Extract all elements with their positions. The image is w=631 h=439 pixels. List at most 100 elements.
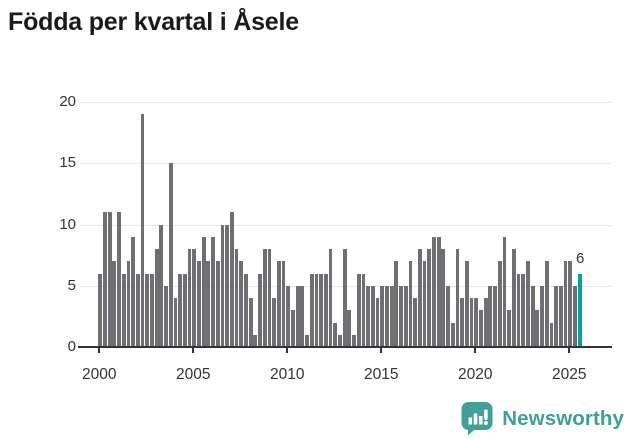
x-axis-label-2010: 2010 bbox=[270, 366, 305, 383]
bar bbox=[399, 285, 403, 347]
bar bbox=[159, 224, 164, 347]
bar bbox=[258, 273, 262, 347]
gridline-20 bbox=[80, 102, 612, 103]
bar bbox=[408, 261, 413, 347]
bar bbox=[126, 261, 131, 347]
bar bbox=[145, 273, 150, 347]
bar bbox=[276, 261, 281, 347]
bar bbox=[239, 261, 244, 347]
bar bbox=[526, 261, 530, 347]
bar bbox=[361, 273, 366, 347]
bar bbox=[497, 261, 502, 347]
bar bbox=[305, 334, 309, 347]
bar bbox=[403, 285, 408, 347]
bar bbox=[375, 298, 380, 347]
bar bbox=[469, 298, 474, 347]
bar bbox=[164, 285, 168, 347]
bar bbox=[563, 261, 568, 347]
bar-highlight-latest bbox=[577, 273, 582, 347]
bar bbox=[427, 249, 432, 347]
y-axis-label-0: 0 bbox=[67, 338, 76, 355]
plot-area bbox=[80, 102, 612, 347]
bar bbox=[450, 322, 455, 347]
bar bbox=[295, 285, 300, 347]
bar bbox=[342, 249, 347, 347]
bar bbox=[385, 285, 389, 347]
bar bbox=[319, 273, 324, 347]
bar bbox=[516, 273, 521, 347]
bar bbox=[244, 273, 248, 347]
bar bbox=[352, 334, 356, 347]
bar bbox=[549, 322, 554, 347]
bar bbox=[262, 249, 267, 347]
bar bbox=[455, 249, 460, 347]
bar bbox=[121, 273, 126, 347]
bar bbox=[300, 285, 305, 347]
bar bbox=[112, 261, 117, 347]
bar bbox=[521, 273, 526, 347]
bar bbox=[417, 249, 422, 347]
bar bbox=[107, 212, 112, 347]
bar bbox=[248, 298, 253, 347]
bar bbox=[380, 285, 385, 347]
bar bbox=[187, 249, 192, 347]
brand-name: Newsworthy bbox=[502, 406, 624, 430]
bar bbox=[488, 285, 493, 347]
bar bbox=[333, 322, 338, 347]
x-axis-tick-2005 bbox=[192, 348, 195, 353]
bar bbox=[135, 273, 140, 347]
bar bbox=[568, 261, 573, 347]
bar bbox=[507, 310, 512, 347]
bar bbox=[192, 249, 197, 347]
y-axis-label-10: 10 bbox=[59, 215, 76, 233]
gridline-10 bbox=[80, 224, 612, 226]
bar bbox=[413, 298, 418, 347]
bar bbox=[356, 273, 361, 347]
bar bbox=[253, 334, 258, 347]
last-value-label: 6 bbox=[575, 249, 585, 267]
bar bbox=[131, 236, 136, 347]
bar bbox=[479, 310, 483, 347]
x-axis-label-2000: 2000 bbox=[82, 366, 117, 383]
bar bbox=[229, 212, 234, 347]
bar bbox=[286, 285, 291, 347]
bar bbox=[173, 298, 178, 347]
bar bbox=[309, 273, 314, 347]
bar bbox=[182, 273, 187, 347]
bar bbox=[338, 334, 342, 347]
bar bbox=[328, 249, 333, 347]
y-axis-label-5: 5 bbox=[67, 276, 76, 294]
y-axis-label-15: 15 bbox=[59, 154, 76, 172]
bar bbox=[314, 273, 319, 347]
gridline-15 bbox=[80, 163, 612, 165]
bar bbox=[554, 285, 559, 347]
x-axis-label-2025: 2025 bbox=[552, 366, 587, 383]
bar bbox=[511, 249, 516, 347]
bar bbox=[215, 261, 220, 347]
bar bbox=[464, 261, 469, 347]
bar bbox=[460, 298, 465, 347]
bar bbox=[211, 236, 215, 347]
x-axis-label-2005: 2005 bbox=[176, 366, 211, 383]
bar bbox=[436, 236, 441, 347]
bar bbox=[347, 310, 352, 347]
bar bbox=[197, 261, 201, 347]
x-axis-tick-2015 bbox=[380, 348, 383, 353]
bar bbox=[389, 285, 394, 347]
bar bbox=[432, 236, 436, 347]
bar bbox=[535, 310, 540, 347]
brand-footer[interactable]: Newsworthy bbox=[461, 401, 624, 436]
newsworthy-bubble-chart-icon bbox=[461, 401, 494, 436]
bar bbox=[366, 285, 371, 347]
bar bbox=[558, 285, 563, 347]
bar bbox=[370, 285, 375, 347]
bar bbox=[201, 236, 206, 347]
bar bbox=[540, 285, 544, 347]
bar bbox=[544, 261, 549, 347]
bar bbox=[154, 249, 159, 347]
bar bbox=[234, 249, 239, 347]
bar bbox=[530, 285, 535, 347]
bar bbox=[483, 298, 488, 347]
x-axis-tick-2025 bbox=[568, 348, 571, 353]
